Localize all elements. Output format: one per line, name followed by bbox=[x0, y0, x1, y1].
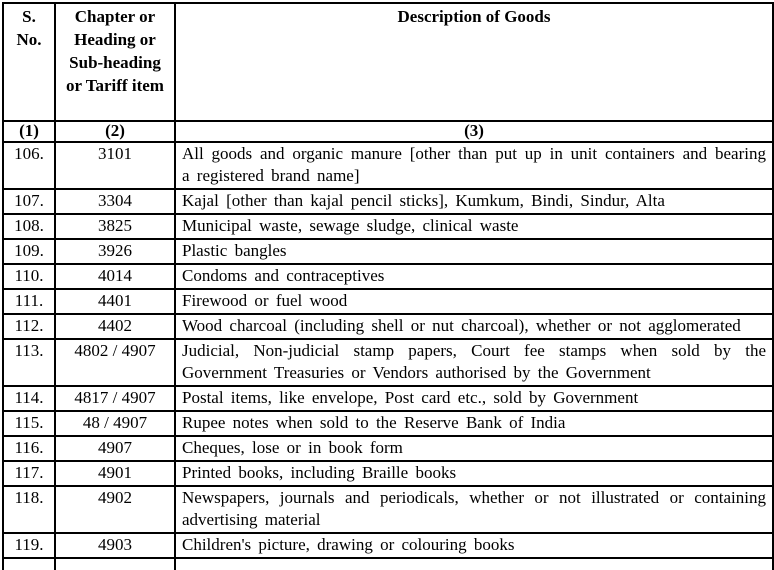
column-index-2: (2) bbox=[54, 120, 176, 143]
table-row: 117. 4901 Printed books, including Braille… bbox=[2, 460, 774, 487]
description-cell: Newspapers, journals and periodicals, wh… bbox=[174, 485, 774, 534]
serial-number-cell: 119. bbox=[2, 532, 56, 559]
table-row: 113. 4802 / 4907 Judicial, Non-judicial st… bbox=[2, 338, 774, 387]
table-row: 107. 3304 Kajal [other than kajal pencil s… bbox=[2, 188, 774, 215]
chapter-code-cell: 48 / 4907 bbox=[54, 410, 176, 437]
description-cell: Postal items, like envelope, Post card e… bbox=[174, 385, 774, 412]
serial-number-cell: 112. bbox=[2, 313, 56, 340]
chapter-code-cell: 4014 bbox=[54, 263, 176, 290]
description-cell: Cheques, lose or in book form bbox=[174, 435, 774, 462]
table-row: 115. 48 / 4907 Rupee notes when sold to th… bbox=[2, 410, 774, 437]
description-cell: Plastic bangles bbox=[174, 238, 774, 265]
serial-number-cell: 106. bbox=[2, 141, 56, 190]
table-row: 112. 4402 Wood charcoal (including shell o… bbox=[2, 313, 774, 340]
chapter-code-cell: 4902 bbox=[54, 485, 176, 534]
table-row: 119. 4903 Children's picture, drawing or c… bbox=[2, 532, 774, 559]
description-cell: All goods and organic manure [other than… bbox=[174, 141, 774, 190]
description-cell: Rupee notes when sold to the Reserve Ban… bbox=[174, 410, 774, 437]
table-row: 109. 3926 Plastic bangles bbox=[2, 238, 774, 265]
description-cell: Judicial, Non-judicial stamp papers, Cou… bbox=[174, 338, 774, 387]
description-cell: Municipal waste, sewage sludge, clinical… bbox=[174, 213, 774, 240]
serial-number-cell: 115. bbox=[2, 410, 56, 437]
serial-number-cell: 118. bbox=[2, 485, 56, 534]
chapter-code-cell: 4802 / 4907 bbox=[54, 338, 176, 387]
clipped-cell bbox=[54, 557, 176, 570]
serial-number-cell: 113. bbox=[2, 338, 56, 387]
table-row: 114. 4817 / 4907 Postal items, like envelo… bbox=[2, 385, 774, 412]
description-cell: Firewood or fuel wood bbox=[174, 288, 774, 315]
table-row: 108. 3825 Municipal waste, sewage sludge, … bbox=[2, 213, 774, 240]
chapter-code-cell: 3304 bbox=[54, 188, 176, 215]
chapter-code-cell: 4401 bbox=[54, 288, 176, 315]
chapter-code-cell: 4817 / 4907 bbox=[54, 385, 176, 412]
clipped-cell bbox=[2, 557, 56, 570]
table-row: 118. 4902 Newspapers, journals and periodi… bbox=[2, 485, 774, 534]
clipped-cell bbox=[174, 557, 774, 570]
serial-number-cell: 108. bbox=[2, 213, 56, 240]
description-cell: Condoms and contraceptives bbox=[174, 263, 774, 290]
description-cell: Kajal [other than kajal pencil sticks], … bbox=[174, 188, 774, 215]
serial-number-cell: 114. bbox=[2, 385, 56, 412]
chapter-code-cell: 3101 bbox=[54, 141, 176, 190]
table-row: 110. 4014 Condoms and contraceptives bbox=[2, 263, 774, 290]
col-header-description-of-goods: Description of Goods bbox=[174, 2, 774, 122]
serial-number-cell: 107. bbox=[2, 188, 56, 215]
col-header-chapter-heading: Chapter or Heading or Sub-heading or Tar… bbox=[54, 2, 176, 122]
chapter-code-cell: 4901 bbox=[54, 460, 176, 487]
serial-number-cell: 109. bbox=[2, 238, 56, 265]
chapter-code-cell: 4903 bbox=[54, 532, 176, 559]
chapter-code-cell: 4402 bbox=[54, 313, 176, 340]
column-index-3: (3) bbox=[174, 120, 774, 143]
serial-number-cell: 117. bbox=[2, 460, 56, 487]
chapter-code-cell: 3825 bbox=[54, 213, 176, 240]
serial-number-cell: 111. bbox=[2, 288, 56, 315]
description-cell: Children's picture, drawing or colouring… bbox=[174, 532, 774, 559]
column-index-1: (1) bbox=[2, 120, 56, 143]
header-row: S. No. Chapter or Heading or Sub-heading… bbox=[2, 2, 774, 122]
table-row: 106. 3101 All goods and organic manure [ot… bbox=[2, 141, 774, 190]
table-row: 111. 4401 Firewood or fuel wood bbox=[2, 288, 774, 315]
table-body: 106. 3101 All goods and organic manure [ot… bbox=[2, 141, 774, 570]
clipped-next-row bbox=[2, 557, 774, 570]
description-cell: Printed books, including Braille books bbox=[174, 460, 774, 487]
chapter-code-cell: 4907 bbox=[54, 435, 176, 462]
serial-number-cell: 116. bbox=[2, 435, 56, 462]
col-header-serial-number: S. No. bbox=[2, 2, 56, 122]
column-index-row: (1) (2) (3) bbox=[2, 120, 774, 143]
serial-number-cell: 110. bbox=[2, 263, 56, 290]
description-cell: Wood charcoal (including shell or nut ch… bbox=[174, 313, 774, 340]
chapter-code-cell: 3926 bbox=[54, 238, 176, 265]
table-row: 116. 4907 Cheques, lose or in book form bbox=[2, 435, 774, 462]
